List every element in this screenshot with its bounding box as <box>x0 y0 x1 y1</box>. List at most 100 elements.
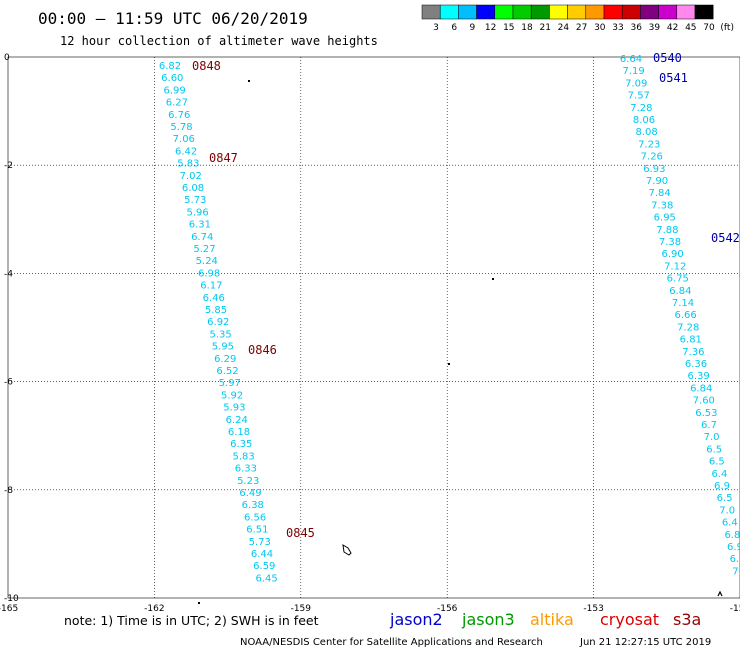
swh-value: 6.33 <box>235 464 257 475</box>
swh-value: 5.97 <box>219 378 241 389</box>
pass-time-label: 0542 <box>711 231 740 245</box>
satellite-name: altika <box>530 610 574 629</box>
island-markers <box>198 80 723 604</box>
legend-swatch <box>512 4 532 20</box>
satellite-tracks: 6.826.606.996.276.765.787.066.425.837.02… <box>159 51 740 584</box>
swh-value: 7.28 <box>677 322 699 333</box>
swh-value: 5.73 <box>249 537 271 548</box>
legend-label: 70 <box>703 23 715 33</box>
swh-value: 6.66 <box>674 310 696 321</box>
swh-value: 5.23 <box>237 476 259 487</box>
swh-value: 6.24 <box>226 415 248 426</box>
swh-value: 6.49 <box>239 488 261 499</box>
swh-value: 7.12 <box>664 261 686 272</box>
swh-value: 6.17 <box>200 281 222 292</box>
swh-value: 6.46 <box>203 293 225 304</box>
legend-swatch <box>585 4 605 20</box>
map-frame <box>7 56 740 599</box>
color-legend: 3 6 9 12 15 18 21 24 27 30 33 36 39 42 45 70 (ft) <box>421 4 734 33</box>
legend-label: 42 <box>667 23 678 33</box>
swh-value: 6.39 <box>687 371 709 382</box>
swh-value: 6.84 <box>690 383 712 394</box>
swh-value: 6.4 <box>711 469 727 480</box>
swh-value: 6.5 <box>709 457 725 468</box>
legend-label: 3 <box>433 23 439 33</box>
swh-value: 6.35 <box>230 439 252 450</box>
legend-label: 33 <box>612 23 623 33</box>
swh-value: 7.26 <box>641 152 663 163</box>
swh-value: 5.35 <box>209 329 231 340</box>
swh-value: 5.96 <box>186 207 208 218</box>
swh-value: 7.06 <box>173 134 195 145</box>
swh-value: 6.29 <box>214 354 236 365</box>
x-tick-label: -156 <box>437 604 458 614</box>
satellite-name: cryosat <box>600 610 659 629</box>
swh-value: 7.90 <box>646 176 668 187</box>
legend-swatch <box>640 4 659 20</box>
swh-value: 7.0 <box>719 505 735 516</box>
pass-time-label: 0848 <box>192 59 221 73</box>
swh-value: 6.95 <box>654 213 676 224</box>
swh-value: 5.73 <box>184 195 206 206</box>
pass-time-label: 0846 <box>248 343 277 357</box>
satellite-name: s3a <box>673 610 701 629</box>
swh-value: 5.83 <box>177 159 199 170</box>
swh-value: 6.08 <box>182 183 204 194</box>
swh-value: 7.28 <box>630 103 652 114</box>
y-tick-label: -6 <box>4 378 13 388</box>
legend-swatch <box>421 4 441 20</box>
legend-swatch <box>530 4 550 20</box>
swh-value: 7.57 <box>628 91 650 102</box>
legend-label: 12 <box>485 23 496 33</box>
legend-label: 9 <box>470 23 476 33</box>
swh-value: 7.19 <box>622 66 644 77</box>
swh-value: 6.8 <box>724 530 740 541</box>
swh-value: 6.64 <box>620 54 642 65</box>
legend-swatch <box>439 4 459 20</box>
island-marker <box>448 363 450 365</box>
credit-text: NOAA/NESDIS Center for Satellite Applica… <box>240 637 543 648</box>
swh-value: 6.99 <box>163 85 185 96</box>
legend-swatch <box>621 4 641 20</box>
swh-value: 6.74 <box>191 232 213 243</box>
legend-label: 36 <box>630 23 642 33</box>
island-marker <box>248 80 250 82</box>
legend-label: 39 <box>649 23 661 33</box>
swh-value: 7.88 <box>656 225 678 236</box>
pass-time-label: 0847 <box>209 151 238 165</box>
swh-value: 5.93 <box>223 403 245 414</box>
swh-value: 8.08 <box>635 127 657 138</box>
legend-swatch <box>676 4 696 20</box>
swh-value: 7.38 <box>659 237 681 248</box>
legend-label: (ft) <box>720 23 734 33</box>
legend-swatch <box>549 4 568 20</box>
swh-value: 6.90 <box>661 249 683 260</box>
satellite-name: jason2 <box>389 610 443 629</box>
swh-value: 7.38 <box>651 200 673 211</box>
satellite-name: jason3 <box>461 610 515 629</box>
island-marker <box>492 278 494 280</box>
legend-swatch <box>458 4 477 20</box>
swh-value: 6.51 <box>246 525 268 536</box>
swh-value: 6.84 <box>669 286 691 297</box>
swh-value: 6.18 <box>228 427 250 438</box>
legend-label: 6 <box>451 23 457 33</box>
map-title: 00:00 – 11:59 UTC 06/20/2019 <box>38 9 308 28</box>
island-marker <box>342 544 352 556</box>
swh-value: 5.78 <box>170 122 192 133</box>
x-tick-label: -165 <box>0 604 18 614</box>
legend-swatch <box>494 4 514 20</box>
y-tick-label: 0 <box>4 53 10 63</box>
swh-value: 6.36 <box>685 359 707 370</box>
map-border <box>7 56 740 599</box>
swh-value: 6.52 <box>216 366 238 377</box>
legend-label: 18 <box>521 23 533 33</box>
swh-value: 7.60 <box>693 396 715 407</box>
pass-time-label: 0845 <box>286 526 315 540</box>
swh-value: 6.93 <box>643 164 665 175</box>
swh-value: 7.09 <box>625 78 647 89</box>
swh-value: 5.24 <box>196 256 218 267</box>
island-marker <box>717 590 723 597</box>
pass-time-label: 0541 <box>659 71 688 85</box>
